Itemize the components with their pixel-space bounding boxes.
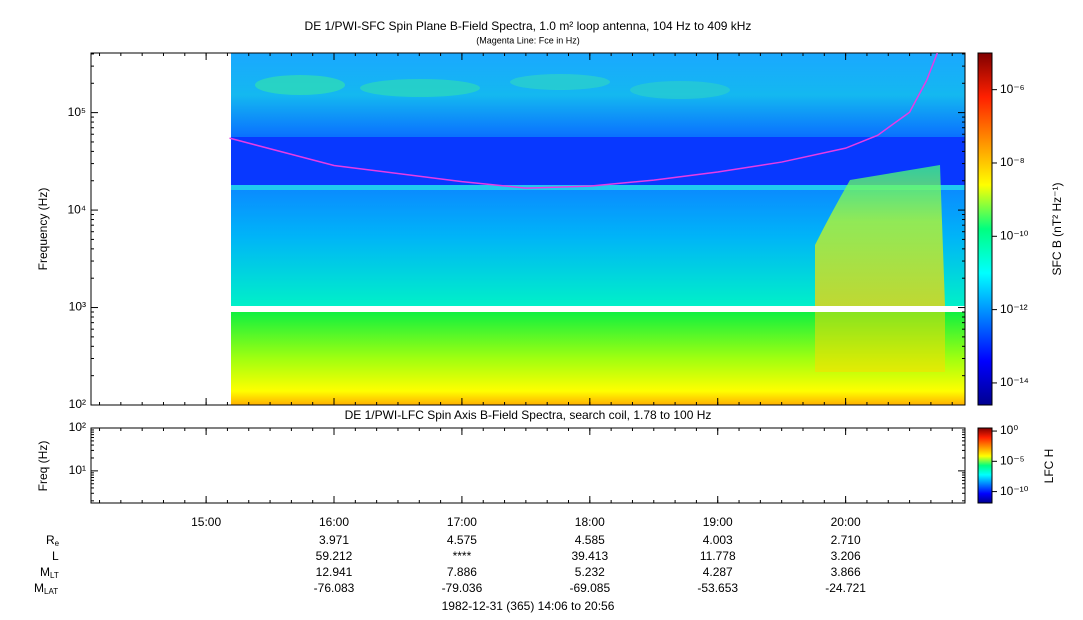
colorbar-tick-label: 10⁻¹² [1000,302,1028,316]
y-tick-label: 10⁵ [68,105,86,119]
ephemeris-value: 7.886 [447,565,477,579]
ephemeris-value: 4.575 [447,533,477,547]
ephemeris-value: 3.971 [319,533,349,547]
ephemeris-value: 4.287 [703,565,733,579]
x-tick-label: 15:00 [191,515,221,529]
x-tick-label: 16:00 [319,515,349,529]
ephemeris-value: **** [453,549,472,563]
ephemeris-value: 5.232 [575,565,605,579]
x-tick-label: 20:00 [831,515,861,529]
chart-subtitle: (Magenta Line: Fce in Hz) [476,35,580,45]
ephemeris-value: -79.036 [442,581,483,595]
colorbar-tick-label: 10⁻¹⁰ [1000,228,1029,242]
ephemeris-label: Re [46,533,60,548]
spectrogram-image [231,53,965,405]
y-tick-label: 10² [69,420,86,434]
colorbar-tick-label: 10⁻⁸ [1000,155,1025,169]
fce-line [229,53,938,189]
ephemeris-label: L [52,549,59,563]
x-tick-label: 18:00 [575,515,605,529]
ephemeris-label: MLT [40,565,59,580]
ephemeris-value: 2.710 [831,533,861,547]
ephemeris-label: M [34,581,44,595]
y-axis-label: Frequency (Hz) [36,188,50,271]
colorbar-label: SFC B (nT² Hz⁻¹) [1050,183,1064,276]
y-tick-label: 10¹ [69,463,86,477]
y-tick-label: 10³ [69,300,86,314]
ephemeris-value: -53.653 [697,581,738,595]
colorbar-label: LFC H [1042,449,1056,484]
ephemeris-value: 4.003 [703,533,733,547]
ephemeris-subscript: LAT [44,587,58,596]
footer: 1982-12-31 (365) 14:06 to 20:56 [442,599,615,613]
ephemeris-label: M [40,565,50,579]
ephemeris-subscript: LT [50,571,59,580]
y-axis-label: Freq (Hz) [36,441,50,492]
colorbar [977,52,993,406]
colorbar [977,427,993,504]
ephemeris-subscript: e [55,539,60,548]
ephemeris-value: 3.866 [831,565,861,579]
colorbar-tick-label: 10⁻¹⁴ [1000,375,1029,389]
colorbar-tick-label: 10⁻⁶ [1000,82,1025,96]
ephemeris-value: -76.083 [314,581,355,595]
colorbar-tick-label: 10⁰ [1000,423,1018,437]
y-tick-label: 10² [69,397,86,411]
ephemeris-label: MLAT [34,581,58,596]
chart-title: DE 1/PWI-SFC Spin Plane B-Field Spectra,… [305,19,752,33]
chart-title: DE 1/PWI-LFC Spin Axis B-Field Spectra, … [345,408,712,422]
ephemeris-value: 39.413 [571,549,608,563]
y-tick-label: 10⁴ [67,202,86,216]
ephemeris-value: -24.721 [825,581,866,595]
ephemeris-value: 59.212 [316,549,353,563]
plot-frame [90,52,966,406]
ephemeris-value: 3.206 [831,549,861,563]
ephemeris-value: 11.778 [700,549,736,563]
x-tick-label: 17:00 [447,515,477,529]
plot-frame [90,427,966,504]
ephemeris-label: L [52,549,59,563]
ephemeris-value: 12.941 [316,565,353,579]
ephemeris-value: 4.585 [575,533,605,547]
colorbar-tick-label: 10⁻¹⁰ [1000,484,1029,498]
ephemeris-label: R [46,533,55,547]
ephemeris-value: -69.085 [569,581,610,595]
x-tick-label: 19:00 [703,515,733,529]
colorbar-tick-label: 10⁻⁵ [1000,453,1025,467]
